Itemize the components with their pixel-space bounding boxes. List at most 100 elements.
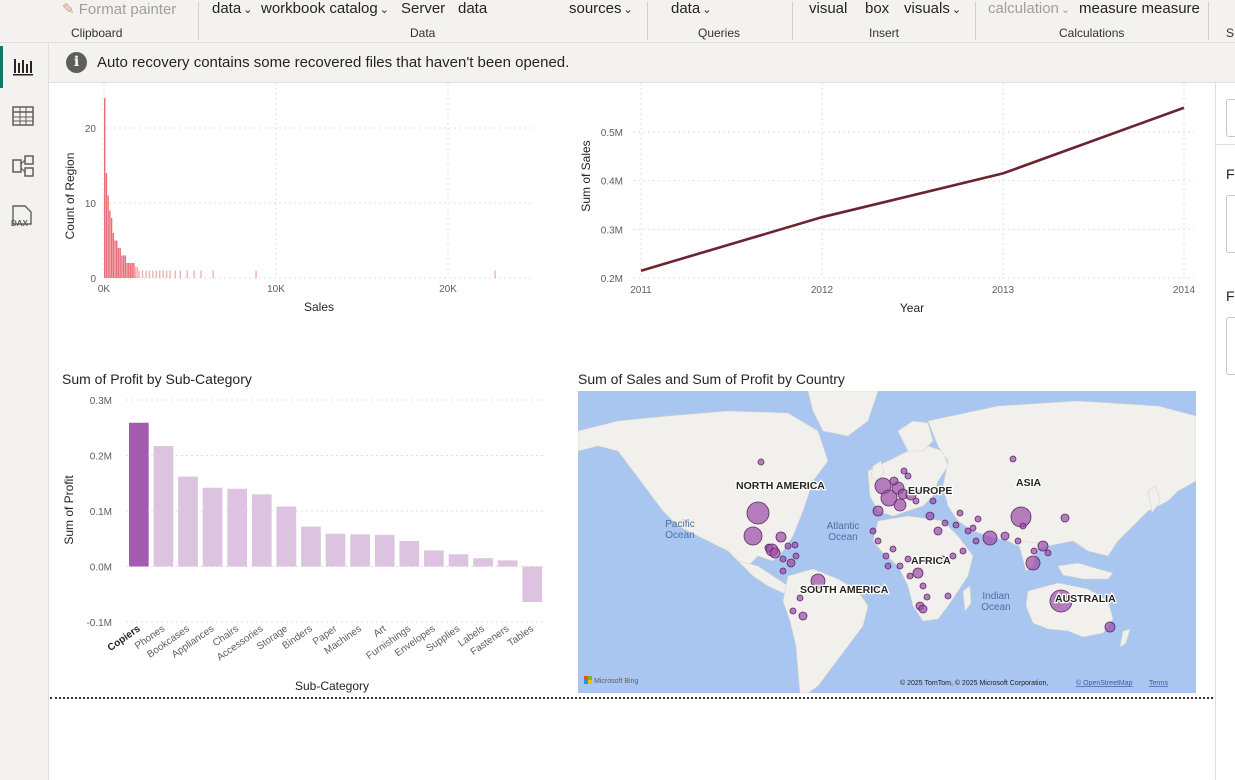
country-bubble [959, 547, 967, 555]
line-y-tick: 0.4M [601, 177, 623, 188]
bing-logo-text: Microsoft Bing [594, 678, 638, 685]
model-view-icon[interactable] [11, 154, 35, 178]
map-label-south-america: SOUTH AMERICA [800, 584, 889, 596]
histogram-bar [136, 266, 139, 278]
histogram-visual[interactable]: 0 10 20 0K 10K 20K Sales Count of Region [58, 83, 548, 323]
country-bubble [929, 497, 937, 505]
country-bubble [1025, 555, 1041, 571]
country-bubble [1014, 537, 1022, 545]
country-bubble [791, 541, 799, 549]
data-group-label: Data [410, 26, 436, 40]
histogram-bar [107, 195, 109, 278]
line-x-tick: 2014 [1173, 285, 1196, 296]
ribbon-separator [975, 2, 976, 40]
histogram-y-tick: 0 [90, 274, 96, 285]
histogram-bar [128, 263, 130, 278]
country-bubble [918, 487, 926, 495]
line-visual[interactable]: 0.2M 0.3M 0.4M 0.5M 2011 2012 2013 2014 Year S… [575, 83, 1205, 323]
filters-pane [1215, 83, 1235, 780]
get-data-button[interactable]: data ⌄ [212, 0, 253, 17]
report-view-icon[interactable] [11, 55, 35, 79]
country-bubble [798, 611, 808, 621]
histogram-bar [126, 263, 128, 278]
country-bubble [906, 572, 914, 580]
ribbon-separator [198, 2, 199, 40]
terms-link: Terms [1149, 680, 1169, 687]
line-x-tick: 2012 [811, 285, 834, 296]
filter-well[interactable] [1226, 317, 1235, 375]
workbook-catalog-button[interactable]: workbook catalog ⌄ [261, 0, 389, 17]
country-bubble [1044, 549, 1052, 557]
text-box-button[interactable]: box [865, 0, 890, 17]
line-x-tick: 2013 [992, 285, 1015, 296]
histogram-x-axis-title: Sales [304, 300, 334, 314]
land-masses [578, 391, 1196, 693]
country-bubble [796, 594, 804, 602]
histogram-bar [255, 270, 257, 278]
queries-group-label: Queries [698, 26, 741, 40]
openstreetmap-link: © OpenStreetMap [1076, 679, 1133, 687]
country-bubble [882, 552, 890, 560]
country-bubble [1000, 531, 1010, 541]
country-bubble [1060, 513, 1070, 523]
map-visual[interactable]: NORTH AMERICA EUROPE ASIA AFRICA SOUTH A… [578, 391, 1196, 693]
histogram-bar [121, 255, 123, 278]
histogram-bar [193, 270, 195, 278]
profit-bar [497, 560, 518, 567]
map-bubbles [743, 455, 1116, 633]
histogram-y-axis-title: Count of Region [63, 153, 77, 240]
country-bubble [972, 537, 980, 545]
country-bubble [904, 555, 912, 563]
profit-bar [153, 446, 174, 567]
new-measure-button[interactable]: measure measure [1079, 0, 1200, 17]
country-bubble [982, 530, 998, 546]
histogram-bar [174, 270, 176, 278]
bar-y-tick: 0.3M [90, 396, 112, 407]
country-bubble [743, 526, 763, 546]
map-label-asia: ASIA [1016, 477, 1042, 489]
country-bubble [900, 467, 908, 475]
enter-data-button[interactable]: data [458, 0, 488, 17]
histogram-bar [129, 263, 132, 278]
profit-bar [301, 526, 321, 567]
country-bubble [974, 515, 982, 523]
histogram-bar [131, 263, 133, 278]
sales-line-series [640, 106, 1185, 272]
profit-bar [325, 533, 346, 567]
dax-query-view-icon[interactable]: DAX [9, 204, 37, 230]
sql-server-button[interactable]: Server [401, 0, 446, 17]
map-label-europe: EUROPE [908, 485, 952, 497]
histogram-bar [212, 270, 214, 278]
country-bubble [789, 607, 797, 615]
bar-y-tick: -0.1M [86, 618, 112, 629]
filters-search-input[interactable] [1226, 99, 1235, 137]
country-bubble [810, 573, 826, 589]
histogram-bar [119, 248, 121, 278]
new-visual-button[interactable]: visual [809, 0, 848, 17]
country-bubble [919, 582, 927, 590]
bar-visual[interactable]: -0.1M0.0M0.1M0.2M0.3M CopiersPhonesBookc… [58, 390, 558, 695]
country-bubble [1049, 589, 1073, 613]
filter-well[interactable] [1226, 195, 1235, 253]
line-x-axis-title: Year [900, 301, 924, 315]
histogram-bar [169, 270, 171, 278]
chevron-down-icon: ⌄ [702, 4, 712, 16]
country-bubble [775, 531, 787, 543]
ribbon-separator [647, 2, 648, 40]
recent-sources-button[interactable]: sources ⌄ [569, 0, 633, 17]
line-y-tick: 0.2M [601, 274, 623, 285]
bar-y-axis-title: Sum of Profit [62, 475, 76, 545]
refresh-data-button[interactable]: data ⌄ [671, 0, 712, 17]
country-bubble [872, 505, 884, 517]
visual-calculation-button[interactable]: calculation ⌄ [988, 0, 1071, 17]
line-y-tick: 0.3M [601, 225, 623, 236]
histogram-bar [112, 233, 115, 278]
more-visuals-button[interactable]: visuals ⌄ [904, 0, 962, 17]
table-view-icon[interactable] [11, 104, 35, 128]
histogram-bar [165, 270, 168, 278]
auto-recovery-banner [49, 43, 1235, 83]
country-bubble [746, 501, 770, 525]
histogram-bar [124, 255, 127, 278]
map-label-africa: AFRICA [911, 555, 951, 567]
format-painter-button[interactable]: ✎ Format painter [62, 1, 177, 18]
